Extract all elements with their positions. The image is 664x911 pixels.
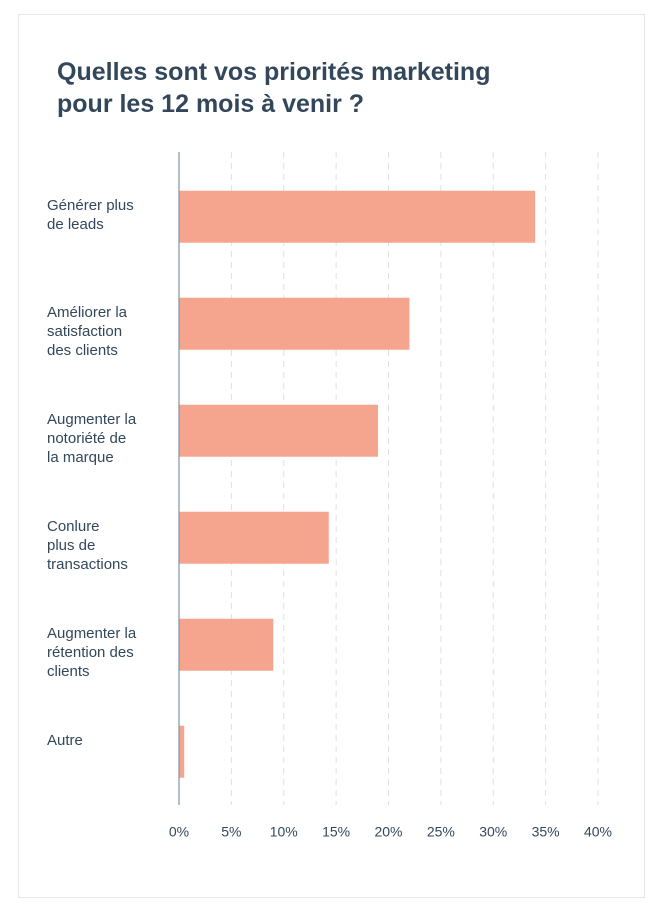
bar: [179, 725, 185, 778]
x-tick-label: 25%: [427, 824, 455, 840]
category-label: Conlure plus de transactions: [47, 517, 128, 573]
category-label: Augmenter la rétention des clients: [47, 624, 137, 680]
x-tick-label: 15%: [322, 824, 350, 840]
x-tick-label: 0%: [169, 824, 189, 840]
bar: [179, 190, 536, 243]
category-label: Améliorer la satisfaction des clients: [47, 303, 128, 359]
x-tick-label: 40%: [584, 824, 612, 840]
x-tick-label: 20%: [374, 824, 402, 840]
bar: [179, 404, 379, 457]
bar: [179, 618, 274, 671]
card: [18, 14, 645, 898]
category-label: Augmenter la notoriété de la marque: [47, 410, 137, 466]
x-tick-label: 5%: [221, 824, 241, 840]
bar: [179, 511, 329, 564]
chart-title: Quelles sont vos priorités marketing pou…: [57, 58, 491, 118]
x-tick-label: 35%: [532, 824, 560, 840]
category-label: Autre: [47, 731, 83, 749]
x-tick-label: 10%: [270, 824, 298, 840]
category-label: Générer plus de leads: [47, 196, 134, 233]
bar: [179, 297, 410, 350]
x-tick-label: 30%: [479, 824, 507, 840]
